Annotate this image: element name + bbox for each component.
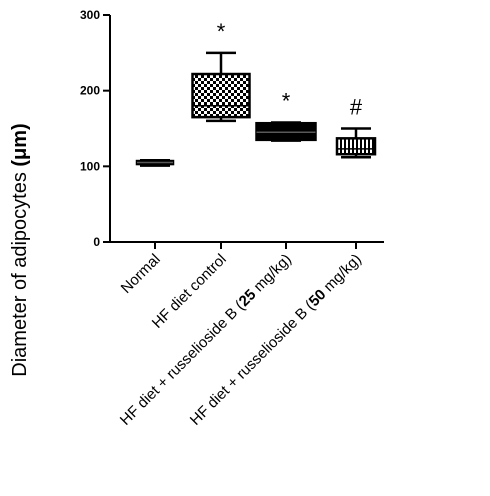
x-label-group-3-part-1: HF diet + russelioside B ( (117, 298, 248, 429)
y-tick-label-300: 300 (80, 8, 100, 22)
y-axis-label-text: Diameter of adipocytes (9, 172, 31, 377)
group-2-significance-mark: * (217, 19, 226, 44)
y-tick-label-200: 200 (80, 84, 100, 98)
y-axis-label-unit: (μm) (9, 123, 31, 166)
y-axis-label: Diameter of adipocytes (μm) (9, 123, 31, 376)
x-label-group-4-part-1: HF diet + russelioside B ( (187, 298, 318, 429)
group-4-significance-mark: # (350, 95, 363, 120)
x-label-group-3-part-3: mg/kg) (247, 251, 294, 298)
group-1-box (135, 159, 175, 166)
x-label-group-1: Normal (118, 251, 164, 297)
group-2-box (191, 72, 251, 119)
y-tick-label-0: 0 (93, 235, 100, 249)
y-tick-label-100: 100 (80, 159, 100, 173)
group-3-significance-mark: * (282, 88, 291, 113)
group-4-box (335, 137, 377, 156)
x-label-group-4-part-3: mg/kg) (317, 251, 364, 298)
group-3-box (255, 121, 317, 142)
x-label-group-1-part-1: Normal (118, 251, 164, 297)
